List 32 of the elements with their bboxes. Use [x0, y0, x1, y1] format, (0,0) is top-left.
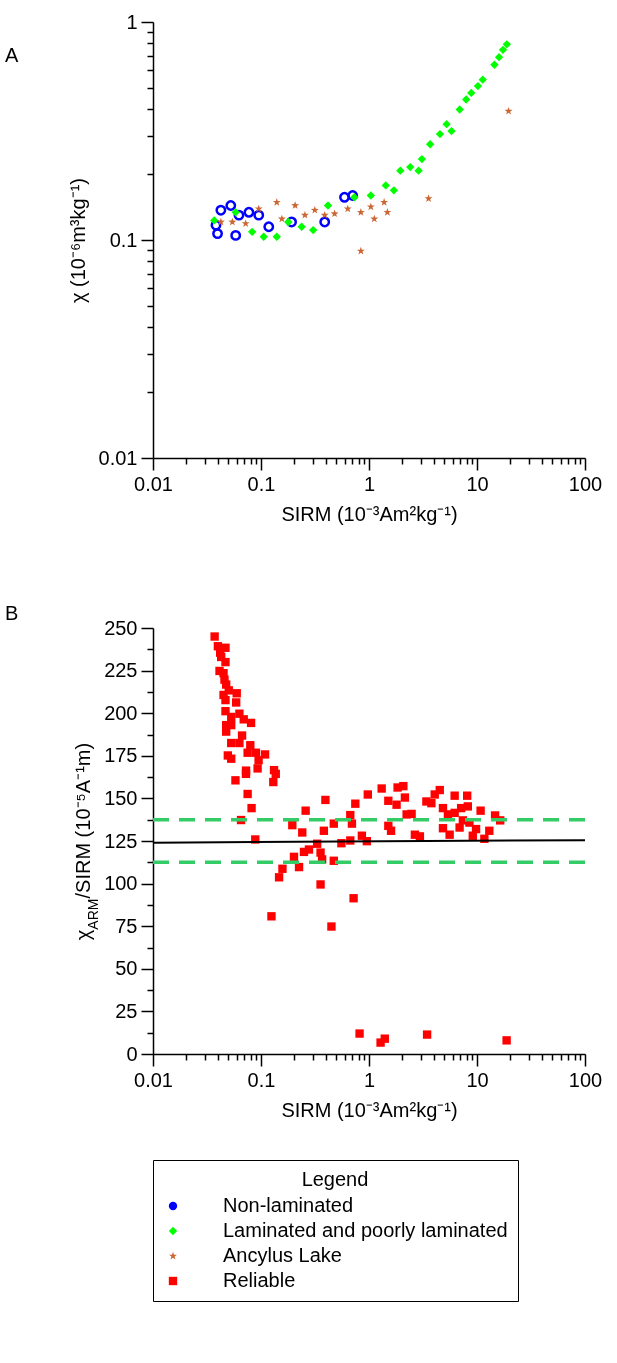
- x-tick-label: 0.1: [247, 472, 276, 495]
- y-tick-label: 1: [126, 10, 138, 33]
- y-tick-label: 100: [104, 872, 138, 895]
- x-tick-label: 0.1: [247, 1068, 276, 1091]
- y-tick-label: 125: [104, 829, 138, 852]
- legend-label: Non-laminated: [223, 1194, 354, 1216]
- legend-title: Legend: [301, 1168, 369, 1190]
- y-tick-label: 250: [104, 616, 138, 639]
- x-tick-label: 1: [363, 1068, 376, 1091]
- x-tick-label: 100: [568, 1068, 603, 1091]
- legend-label: Ancylus Lake: [223, 1244, 342, 1266]
- y-tick-label: 25: [115, 999, 138, 1022]
- legend-label: Laminated and poorly laminated: [223, 1219, 508, 1241]
- x-axis-title: SIRM (10⁻³Am²kg⁻¹): [281, 502, 458, 525]
- y-tick-label: 0.1: [109, 228, 138, 251]
- y-tick-label: 50: [115, 957, 138, 980]
- y-tick-label: 0.01: [98, 446, 138, 469]
- y-tick-label: 175: [104, 744, 138, 767]
- y-tick-label: 225: [104, 659, 138, 682]
- x-tick-label: 10: [466, 472, 489, 495]
- y-tick-label: 150: [104, 786, 138, 809]
- x-tick-label: 10: [466, 1068, 489, 1091]
- y-tick-label: 0: [126, 1042, 138, 1065]
- y-tick-label: 75: [115, 914, 138, 937]
- y-tick-label: 200: [104, 701, 138, 724]
- y-axis-title: χ (10⁻⁶m³kg⁻¹): [66, 178, 89, 303]
- x-tick-label: 1: [363, 472, 376, 495]
- x-tick-label: 100: [568, 472, 603, 495]
- text: B: [5, 602, 19, 624]
- text: A: [5, 44, 19, 66]
- x-axis-title: SIRM (10⁻³Am²kg⁻¹): [281, 1098, 458, 1121]
- legend-label: Reliable: [223, 1269, 296, 1291]
